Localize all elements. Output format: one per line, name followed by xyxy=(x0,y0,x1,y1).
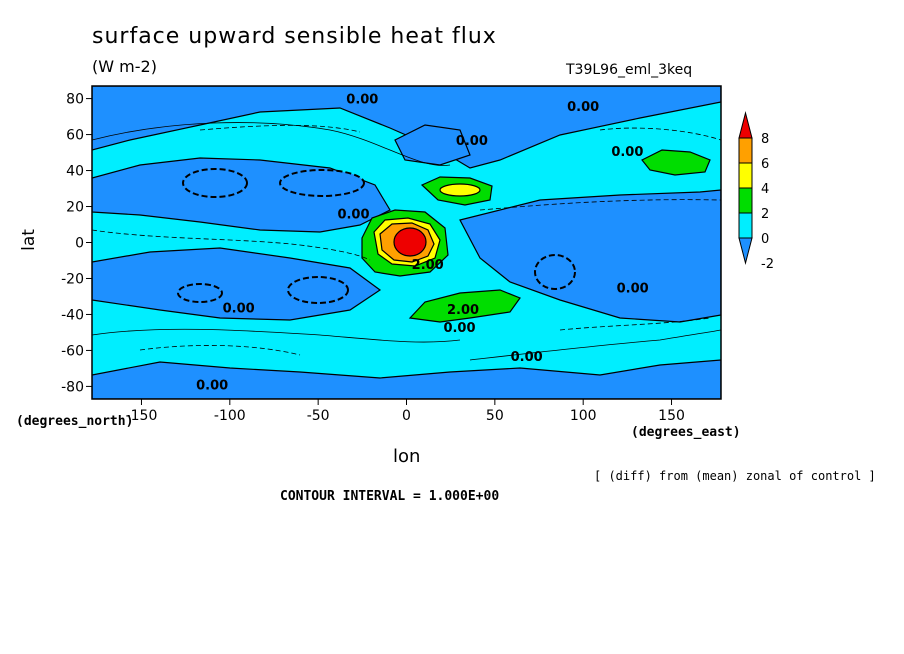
chart-units: (W m-2) xyxy=(92,57,157,76)
y-tick-label: -40 xyxy=(61,307,84,323)
y-tick-label: 40 xyxy=(66,164,84,180)
y-tick-label: 80 xyxy=(66,92,84,108)
region-ne-patch xyxy=(394,124,471,166)
diff-note: [ (diff) from (mean) zonal of control ] xyxy=(594,469,876,483)
x-axis-label: lon xyxy=(393,446,421,467)
contour-label: 0.00 xyxy=(511,350,543,365)
contour-label: 0.00 xyxy=(337,208,369,223)
x-axis-units: (degrees_east) xyxy=(631,425,741,440)
colorbar-segment xyxy=(738,212,753,239)
run-id: T39L96_eml_3keq xyxy=(566,62,693,78)
region-tropical-red xyxy=(393,227,427,257)
y-tick-label: -60 xyxy=(61,343,84,359)
y-tick-label: -80 xyxy=(61,379,84,395)
y-tick-label: 60 xyxy=(66,128,84,144)
x-tick-label: -50 xyxy=(307,408,330,424)
colorbar-label: 6 xyxy=(761,157,769,172)
x-axis-ticks: -150 -100 -50 0 50 100 150 xyxy=(126,399,685,424)
colorbar-segment xyxy=(738,162,753,189)
x-tick-label: 0 xyxy=(402,408,411,424)
region-pacific-north xyxy=(641,149,711,176)
x-tick-label: -100 xyxy=(214,408,246,424)
x-tick-label: 100 xyxy=(570,408,597,424)
colorbar-segment xyxy=(738,137,753,164)
contour-label: 0.00 xyxy=(196,379,228,394)
y-tick-label: 20 xyxy=(66,200,84,216)
positive-regions xyxy=(361,149,711,323)
colorbar-label: 8 xyxy=(761,132,769,147)
colorbar-segment xyxy=(738,187,753,214)
region-south-cap xyxy=(92,359,721,399)
colorbar-label: 2 xyxy=(761,207,769,222)
negative-regions xyxy=(92,86,721,399)
y-tick-label: -20 xyxy=(61,271,84,287)
x-tick-label: 150 xyxy=(658,408,685,424)
region-subtropical-yellow xyxy=(439,183,481,197)
contour-label: 2.00 xyxy=(412,258,444,273)
contour-label: 0.00 xyxy=(567,100,599,115)
contour-label: 0.00 xyxy=(456,134,488,149)
x-tick-label: 50 xyxy=(486,408,504,424)
chart-title: surface upward sensible heat flux xyxy=(92,24,497,49)
colorbar-label: 4 xyxy=(761,182,769,197)
colorbar-top-arrow xyxy=(738,111,753,139)
region-subtropical-south xyxy=(408,289,521,323)
contour-label: 2.00 xyxy=(447,303,479,318)
contour-lines xyxy=(92,122,721,361)
colorbar: 8 6 4 2 0 -2 xyxy=(738,111,774,272)
contour-labels: 0.00 0.00 0.00 0.00 0.00 2.00 0.00 0.00 2.00 0.00… xyxy=(196,93,649,394)
contour-label: 0.00 xyxy=(346,93,378,108)
colorbar-label: 0 xyxy=(761,232,769,247)
x-tick-label: -150 xyxy=(126,408,158,424)
contour-label: 0.00 xyxy=(617,281,649,296)
strong-negative xyxy=(177,168,576,304)
colorbar-bottom-arrow xyxy=(738,237,753,265)
y-axis-ticks: 80 60 40 20 0 -20 -40 -60 -80 xyxy=(61,92,92,395)
y-tick-label: 0 xyxy=(75,236,84,252)
contour-interval: CONTOUR INTERVAL = 1.000E+00 xyxy=(280,489,500,504)
contour-label: 0.00 xyxy=(223,301,255,316)
region-east-band xyxy=(459,189,721,323)
contour-label: 0.00 xyxy=(443,321,475,336)
colorbar-label: -2 xyxy=(761,257,774,272)
contour-label: 0.00 xyxy=(611,145,643,160)
y-axis-units: (degrees_north) xyxy=(16,414,134,429)
